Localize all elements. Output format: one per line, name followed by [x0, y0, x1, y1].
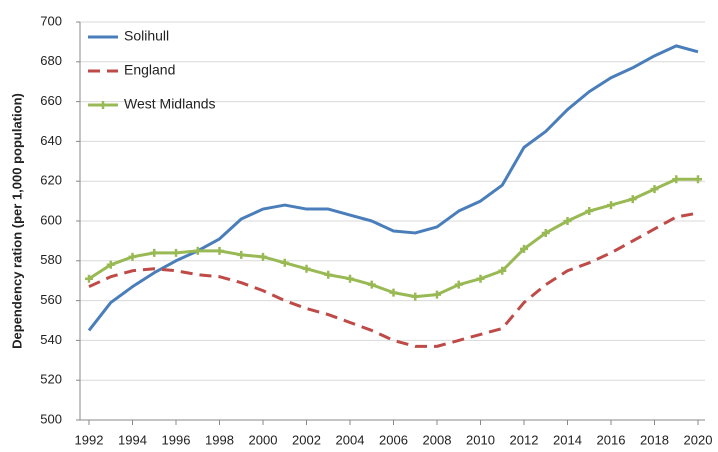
y-tick-label: 540	[40, 332, 62, 347]
point-marker	[454, 280, 463, 289]
y-tick-label: 660	[40, 93, 62, 108]
point-marker	[367, 280, 376, 289]
x-tick-label: 2014	[553, 432, 582, 447]
point-marker	[650, 185, 659, 194]
x-tick-label: 2016	[597, 432, 626, 447]
x-tick-label: 2018	[640, 432, 669, 447]
point-marker	[585, 207, 594, 216]
y-tick-label: 580	[40, 252, 62, 267]
point-marker	[215, 246, 224, 255]
point-marker	[106, 260, 115, 269]
x-tick-label: 2010	[466, 432, 495, 447]
point-marker	[433, 290, 441, 299]
point-marker	[172, 248, 180, 257]
y-tick-label: 680	[40, 53, 62, 68]
point-marker	[85, 274, 93, 283]
point-marker	[324, 270, 333, 279]
y-tick-label: 600	[40, 212, 62, 227]
point-marker	[237, 250, 246, 259]
series-line	[87, 44, 699, 332]
x-tick-label: 2012	[510, 432, 539, 447]
x-tick-label: 2020	[684, 432, 713, 447]
point-marker	[607, 201, 615, 210]
y-tick-label: 620	[40, 173, 62, 188]
y-tick-label: 560	[40, 292, 62, 307]
legend-label: Solihull	[124, 28, 169, 44]
point-marker	[628, 195, 637, 204]
x-tick-label: 1996	[162, 432, 191, 447]
series-line	[88, 211, 699, 348]
series-line	[88, 177, 698, 299]
legend-label: West Midlands	[124, 96, 216, 112]
point-marker	[346, 274, 354, 283]
point-marker	[150, 248, 159, 257]
point-marker	[563, 217, 572, 225]
point-marker	[672, 175, 681, 184]
x-tick-label: 2008	[423, 432, 452, 447]
x-tick-label: 2004	[336, 432, 365, 447]
point-marker	[498, 266, 507, 275]
y-tick-label: 700	[40, 13, 62, 28]
point-marker	[280, 258, 289, 267]
x-tick-label: 2002	[292, 432, 321, 447]
point-marker	[541, 228, 550, 237]
point-marker	[411, 292, 420, 301]
y-axis-label: Dependency ration (per 1,000 population)	[9, 93, 24, 349]
x-tick-label: 1992	[75, 432, 104, 447]
point-marker	[389, 288, 398, 297]
point-marker	[694, 175, 702, 184]
point-marker	[259, 252, 267, 261]
point-marker	[476, 274, 485, 283]
point-marker	[520, 244, 528, 253]
point-marker	[302, 264, 311, 273]
legend-label: England	[124, 62, 175, 78]
y-tick-label: 500	[40, 411, 62, 426]
y-tick-label: 520	[40, 372, 62, 387]
x-tick-label: 2000	[249, 432, 278, 447]
x-tick-label: 1994	[118, 432, 147, 447]
y-tick-label: 640	[40, 133, 62, 148]
x-tick-label: 1998	[205, 432, 234, 447]
x-tick-label: 2006	[379, 432, 408, 447]
point-marker	[128, 252, 137, 261]
legend-marker	[99, 101, 107, 109]
point-marker	[193, 246, 202, 255]
